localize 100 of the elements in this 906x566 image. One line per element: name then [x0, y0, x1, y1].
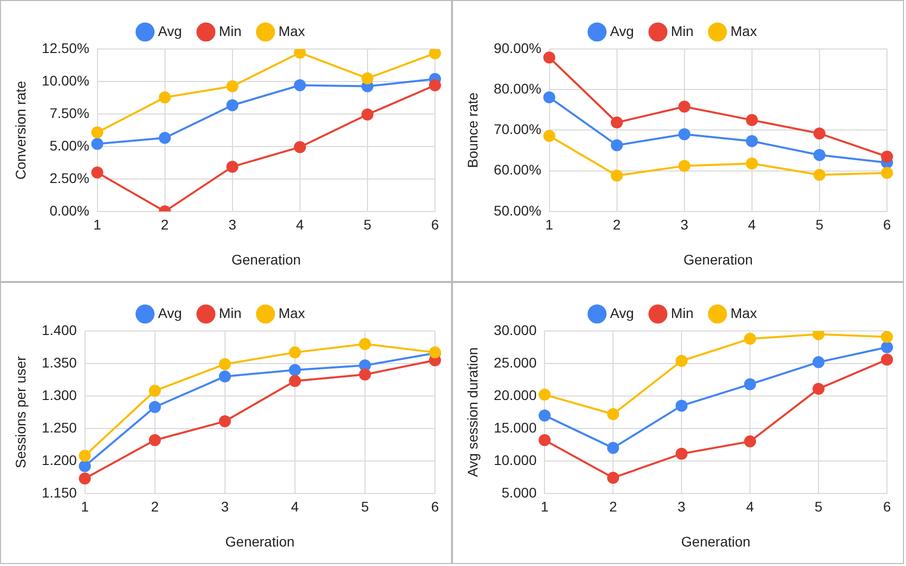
- y-tick-label: 15.000: [494, 419, 537, 436]
- point: [881, 331, 893, 343]
- point: [881, 354, 893, 366]
- point: [746, 114, 758, 126]
- x-tick-label: 2: [612, 216, 621, 233]
- point: [294, 79, 306, 92]
- point: [226, 160, 238, 173]
- legend-label: Max: [278, 304, 305, 321]
- x-tick-label: 5: [816, 216, 824, 233]
- point: [678, 160, 690, 172]
- y-tick-label: 1.150: [42, 484, 78, 500]
- x-tick-label: 3: [221, 498, 229, 515]
- y-tick-label: 1.350: [42, 354, 78, 370]
- x-tick-label: 3: [678, 498, 686, 515]
- x-axis-title: Generation: [232, 251, 301, 268]
- point: [288, 346, 301, 358]
- y-axis-title: Conversion rate: [12, 80, 28, 180]
- point: [813, 168, 826, 181]
- x-tick-label: 6: [431, 498, 440, 515]
- point: [881, 166, 893, 179]
- x-tick-label: 4: [296, 216, 304, 233]
- point: [746, 135, 758, 148]
- x-tick-label: 4: [746, 498, 754, 515]
- y-tick-label: 25.000: [494, 354, 537, 370]
- point: [744, 332, 756, 345]
- point: [429, 49, 441, 60]
- point: [607, 442, 620, 454]
- point: [78, 450, 91, 462]
- point: [543, 130, 556, 142]
- legend-label: Min: [218, 304, 242, 321]
- legend-label: Max: [278, 22, 305, 39]
- point: [158, 91, 171, 104]
- y-tick-label: 30.000: [494, 322, 537, 338]
- x-axis-title: Generation: [684, 251, 753, 268]
- x-axis-title: Generation: [225, 533, 295, 550]
- legend-label: Max: [730, 22, 757, 39]
- y-tick-label: 1.200: [42, 452, 78, 468]
- x-tick-label: 2: [609, 498, 618, 515]
- y-tick-label: 0.00%: [50, 202, 90, 218]
- x-tick-label: 6: [883, 498, 892, 515]
- legend-label: Avg: [158, 304, 182, 321]
- point: [361, 108, 374, 120]
- y-tick-label: 70.00%: [494, 121, 542, 138]
- x-tick-label: 4: [291, 498, 300, 515]
- y-tick-label: 2.50%: [50, 170, 90, 186]
- y-tick-label: 5.000: [502, 484, 537, 500]
- y-axis-title: Avg session duration: [464, 347, 480, 478]
- x-tick-label: 5: [361, 498, 370, 515]
- point: [744, 435, 756, 448]
- point: [676, 354, 688, 367]
- y-tick-label: 10.000: [494, 452, 537, 468]
- x-tick-label: 1: [93, 216, 102, 233]
- point: [358, 368, 371, 381]
- x-tick-label: 3: [680, 216, 688, 233]
- legend-label: Min: [218, 22, 242, 39]
- point: [226, 80, 238, 92]
- point: [78, 472, 91, 484]
- point: [358, 338, 371, 350]
- legend-label: Avg: [610, 304, 634, 321]
- point: [226, 99, 238, 112]
- legend-label: Avg: [158, 22, 182, 39]
- x-tick-label: 5: [364, 216, 372, 233]
- x-tick-label: 6: [883, 216, 892, 233]
- point: [218, 358, 231, 370]
- point: [218, 370, 231, 382]
- point: [543, 91, 556, 104]
- point: [91, 126, 104, 138]
- point: [813, 127, 826, 140]
- x-tick-label: 2: [160, 216, 169, 233]
- point: [148, 401, 161, 414]
- point: [294, 141, 306, 154]
- point: [78, 460, 91, 472]
- y-tick-label: 5.00%: [50, 137, 90, 154]
- point: [812, 382, 825, 395]
- point: [610, 170, 623, 182]
- point: [678, 100, 690, 113]
- point: [744, 378, 756, 390]
- legend-label: Max: [730, 304, 757, 321]
- x-tick-label: 1: [545, 216, 554, 233]
- point: [148, 434, 161, 446]
- point: [676, 448, 688, 460]
- y-tick-label: 80.00%: [494, 80, 542, 96]
- point: [361, 72, 374, 84]
- y-tick-label: 90.00%: [494, 40, 542, 56]
- point: [91, 138, 104, 150]
- point: [288, 364, 301, 376]
- x-tick-label: 2: [150, 498, 159, 515]
- legend-label: Min: [670, 304, 694, 321]
- legend-label: Avg: [610, 22, 634, 39]
- point: [294, 49, 306, 59]
- point: [538, 434, 551, 446]
- point: [881, 150, 893, 163]
- y-tick-label: 12.50%: [42, 40, 90, 56]
- point: [746, 157, 758, 170]
- point: [158, 132, 171, 144]
- x-tick-label: 6: [431, 216, 440, 233]
- point: [607, 472, 620, 484]
- point: [678, 128, 690, 140]
- y-axis-title: Sessions per user: [12, 356, 28, 468]
- x-tick-label: 3: [228, 216, 236, 233]
